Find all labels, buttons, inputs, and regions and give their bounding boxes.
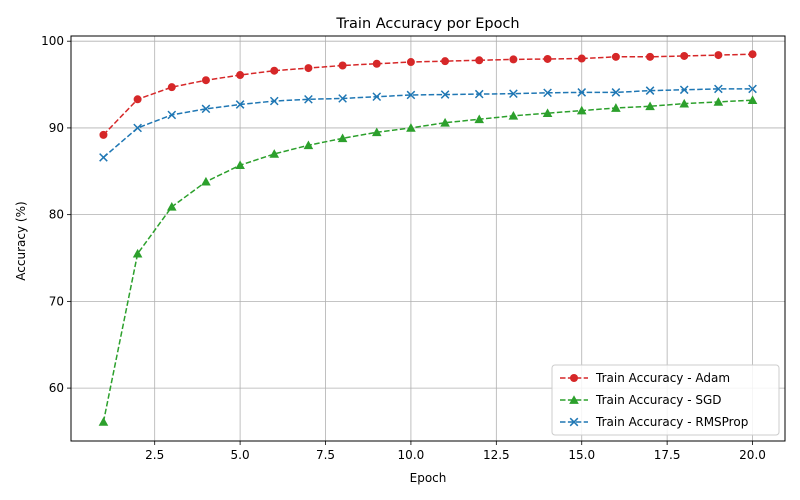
data-point xyxy=(269,96,279,106)
data-point xyxy=(132,248,143,258)
data-point xyxy=(713,97,724,106)
data-point xyxy=(236,71,245,80)
data-point xyxy=(714,84,723,94)
series-line xyxy=(102,99,753,423)
data-point xyxy=(509,55,518,64)
plot-frame xyxy=(70,35,786,442)
data-point xyxy=(235,100,245,109)
legend: Train Accuracy - Adam Train Accuracy - SG… xyxy=(551,364,780,436)
data-point xyxy=(543,54,552,63)
data-point xyxy=(748,84,757,94)
data-point xyxy=(338,61,347,70)
data-point xyxy=(371,127,382,137)
data-point xyxy=(611,52,620,61)
data-point xyxy=(543,88,552,98)
data-point xyxy=(440,117,450,127)
data-point xyxy=(570,374,578,382)
data-point xyxy=(542,108,553,118)
data-point xyxy=(338,94,347,103)
data-point xyxy=(337,133,348,143)
y-tick-label: 90 xyxy=(49,121,64,135)
x-tick-label: 5.0 xyxy=(231,448,250,462)
data-point xyxy=(99,130,108,139)
x-tick-label: 7.5 xyxy=(316,448,335,462)
data-point xyxy=(133,123,142,133)
legend-entry: Train Accuracy - SGD xyxy=(560,393,722,407)
x-tick-label: 17.5 xyxy=(654,448,681,462)
data-point xyxy=(372,92,382,102)
data-point xyxy=(475,56,484,65)
data-point xyxy=(201,176,211,186)
data-point xyxy=(645,86,655,95)
data-point xyxy=(201,104,211,114)
legend-label: Train Accuracy - SGD xyxy=(595,393,722,407)
y-tick-label: 100 xyxy=(41,34,64,48)
series xyxy=(99,84,757,162)
legend-box xyxy=(551,364,780,436)
axis-ticks: 2.5 5.0 7.5 10.0 12.5 15.0 17.5 20.0 60 70 80 90 100 xyxy=(41,34,766,462)
legend-label: Train Accuracy - RMSProp xyxy=(595,415,748,429)
data-point xyxy=(303,140,314,150)
y-tick-label: 70 xyxy=(49,294,64,308)
data-point xyxy=(372,59,381,68)
data-point xyxy=(406,58,415,67)
x-tick-label: 20.0 xyxy=(739,448,766,462)
series-line xyxy=(102,53,753,136)
data-point xyxy=(133,95,142,104)
data-point xyxy=(474,89,484,99)
data-point xyxy=(166,202,177,211)
x-axis-label: Epoch xyxy=(410,471,447,485)
data-point xyxy=(748,50,757,59)
x-tick-label: 2.5 xyxy=(145,448,164,462)
data-point xyxy=(747,95,758,105)
data-point xyxy=(714,51,723,60)
data-point xyxy=(99,153,108,162)
legend-entry: Train Accuracy - Adam xyxy=(560,371,730,385)
data-point xyxy=(611,88,621,97)
data-point xyxy=(167,110,177,120)
series-line xyxy=(102,88,753,158)
x-tick-label: 12.5 xyxy=(483,448,510,462)
data-point xyxy=(569,417,579,427)
legend-entry: Train Accuracy - RMSProp xyxy=(560,415,748,429)
data-point xyxy=(569,395,579,404)
data-point xyxy=(509,89,518,99)
data-point xyxy=(441,57,450,66)
data-point xyxy=(508,110,519,120)
data-point xyxy=(611,103,621,112)
data-point xyxy=(406,123,416,132)
data-point xyxy=(406,90,416,100)
series-layer xyxy=(98,50,758,426)
data-point xyxy=(304,94,313,104)
chart-title: Train Accuracy por Epoch xyxy=(335,16,519,32)
data-point xyxy=(645,101,655,111)
y-axis-label: Accuracy (%) xyxy=(14,201,28,280)
data-point xyxy=(577,54,586,63)
data-point xyxy=(440,90,450,99)
data-point xyxy=(269,149,280,158)
series xyxy=(99,50,757,139)
series xyxy=(98,95,758,426)
x-tick-label: 15.0 xyxy=(568,448,595,462)
data-point xyxy=(679,85,689,95)
data-point xyxy=(679,98,690,108)
data-point xyxy=(680,51,689,60)
data-point xyxy=(98,417,109,426)
data-point xyxy=(576,105,587,115)
data-point xyxy=(235,160,245,170)
data-point xyxy=(474,114,485,124)
data-point xyxy=(577,88,587,97)
y-tick-label: 60 xyxy=(49,381,64,395)
legend-label: Train Accuracy - Adam xyxy=(595,371,730,385)
data-point xyxy=(646,52,655,61)
x-tick-label: 10.0 xyxy=(398,448,425,462)
data-point xyxy=(201,76,210,85)
y-tick-label: 80 xyxy=(49,208,64,222)
data-point xyxy=(167,83,176,92)
data-point xyxy=(304,64,313,73)
data-point xyxy=(270,66,279,75)
